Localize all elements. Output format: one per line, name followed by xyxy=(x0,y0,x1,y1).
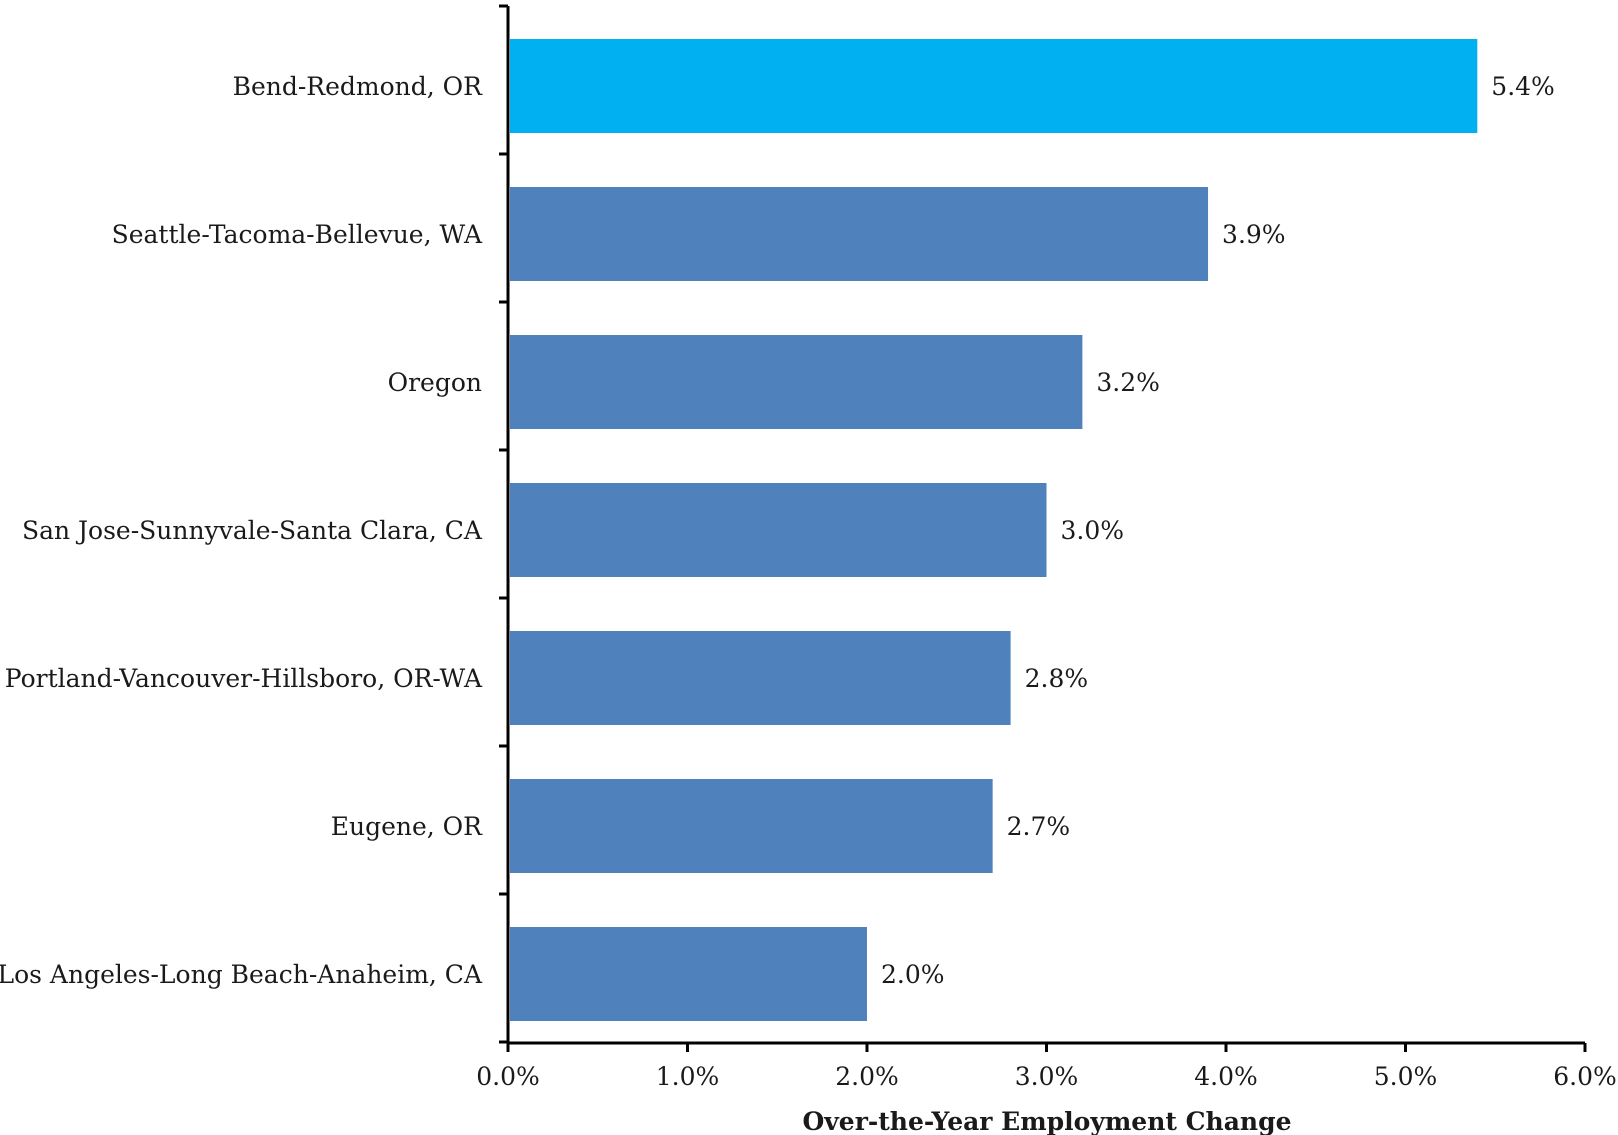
value-labels-group: 5.4% 3.9% 3.2% 3.0% 2.8% 2.7% 2.0% xyxy=(881,72,1555,989)
value-label-0: 5.4% xyxy=(1491,72,1555,101)
value-label-4: 2.8% xyxy=(1025,664,1089,693)
x-ticks-group: 0.0% 1.0% 2.0% 3.0% 4.0% 5.0% 6.0% xyxy=(476,1043,1617,1091)
value-label-1: 3.9% xyxy=(1222,220,1286,249)
category-label-4: Portland-Vancouver-Hillsboro, OR-WA xyxy=(5,664,483,693)
x-tick-label-6: 6.0% xyxy=(1553,1062,1617,1091)
x-tick-label-5: 5.0% xyxy=(1374,1062,1438,1091)
category-label-2: Oregon xyxy=(388,368,482,397)
bar-2 xyxy=(510,335,1083,429)
bar-3 xyxy=(510,483,1047,577)
category-label-0: Bend-Redmond, OR xyxy=(233,72,484,101)
x-tick-label-1: 1.0% xyxy=(656,1062,720,1091)
value-label-3: 3.0% xyxy=(1061,516,1125,545)
bar-5 xyxy=(510,779,993,873)
x-tick-label-0: 0.0% xyxy=(476,1062,540,1091)
x-tick-label-3: 3.0% xyxy=(1015,1062,1079,1091)
category-label-1: Seattle-Tacoma-Bellevue, WA xyxy=(112,220,483,249)
bar-4 xyxy=(510,631,1011,725)
bar-0 xyxy=(510,39,1478,133)
x-tick-label-2: 2.0% xyxy=(835,1062,899,1091)
x-axis-title: Over-the-Year Employment Change xyxy=(803,1107,1292,1135)
bar-6 xyxy=(510,927,867,1021)
x-tick-label-4: 4.0% xyxy=(1194,1062,1258,1091)
value-label-5: 2.7% xyxy=(1007,812,1071,841)
category-label-6: Los Angeles-Long Beach-Anaheim, CA xyxy=(0,960,483,989)
category-label-3: San Jose-Sunnyvale-Santa Clara, CA xyxy=(22,516,483,545)
value-label-2: 3.2% xyxy=(1096,368,1160,397)
bar-1 xyxy=(510,187,1209,281)
bars-group xyxy=(510,39,1478,1021)
category-label-5: Eugene, OR xyxy=(331,812,483,841)
category-labels-group: Bend-Redmond, OR Seattle-Tacoma-Bellevue,… xyxy=(0,72,483,989)
value-label-6: 2.0% xyxy=(881,960,945,989)
